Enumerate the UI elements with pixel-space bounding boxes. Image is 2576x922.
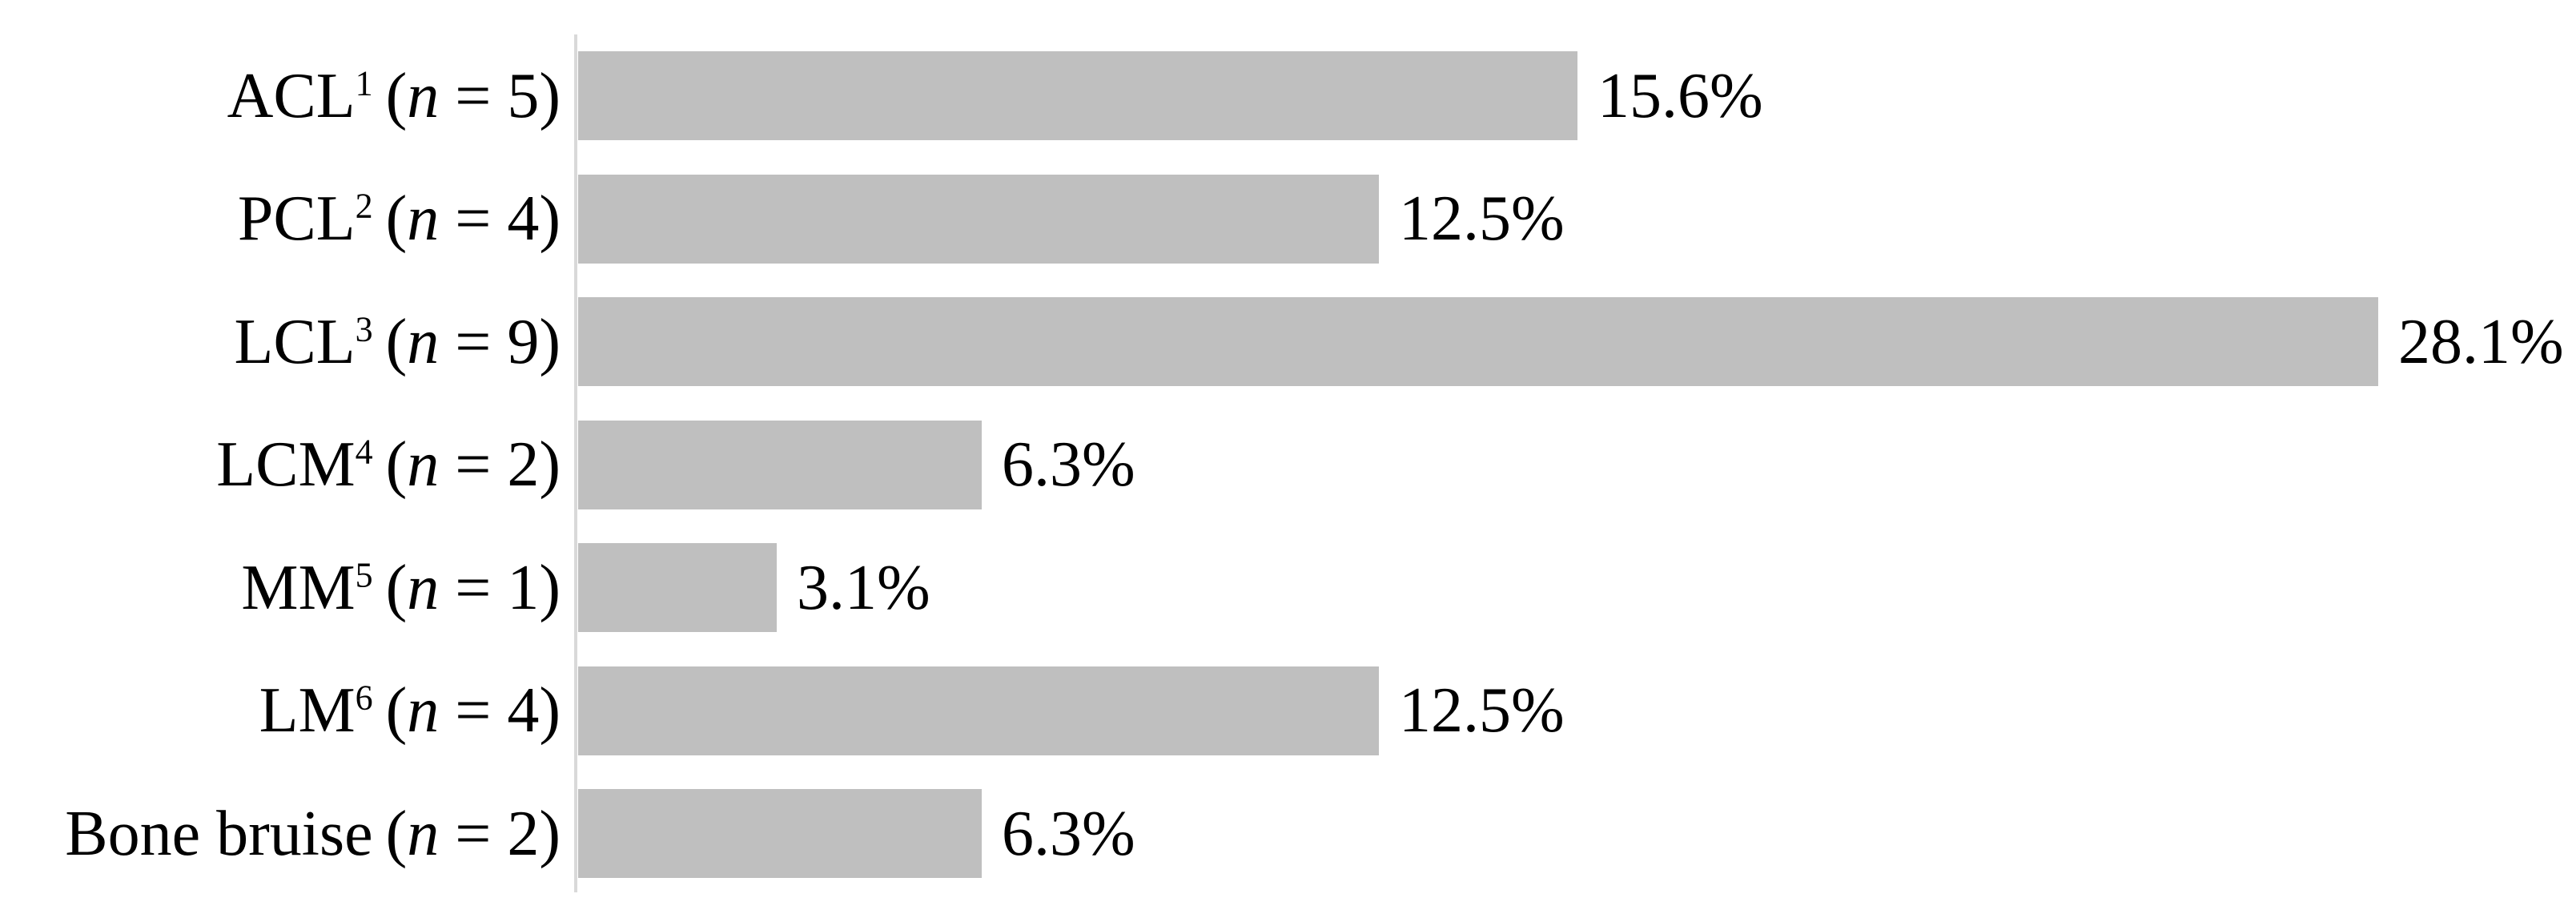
category-n-close: = 1) — [439, 552, 561, 623]
chart-row: MM5 (n = 1) 3.1% — [0, 526, 2576, 650]
bar-area: 15.6% — [578, 34, 2576, 158]
bar-area: 12.5% — [578, 650, 2576, 773]
bar — [578, 666, 1379, 755]
category-superscript: 3 — [355, 309, 373, 349]
value-label: 3.1% — [797, 552, 930, 623]
category-n-open: ( — [372, 60, 408, 131]
value-label: 12.5% — [1399, 183, 1565, 255]
category-n-variable: n — [407, 429, 440, 501]
category-name: LCM — [216, 429, 356, 501]
category-name: ACL — [227, 60, 356, 131]
category-n-close: = 2) — [439, 429, 561, 501]
category-n-variable: n — [407, 306, 440, 377]
chart-row: Bone bruise (n = 2) 6.3% — [0, 772, 2576, 896]
category-n-open: ( — [372, 798, 408, 869]
bar-area: 28.1% — [578, 280, 2576, 404]
chart-row: LM6 (n = 4) 12.5% — [0, 650, 2576, 773]
category-n-open: ( — [372, 183, 408, 255]
bar — [578, 297, 2378, 387]
y-axis-line — [574, 34, 577, 892]
category-label: LCL3 (n = 9) — [0, 310, 561, 374]
category-name: LM — [259, 675, 356, 747]
category-n-variable: n — [407, 60, 440, 131]
category-name: PCL — [237, 183, 356, 255]
category-n-open: ( — [372, 552, 408, 623]
category-n-open: ( — [372, 429, 408, 501]
category-n-variable: n — [407, 552, 440, 623]
category-n-open: ( — [372, 306, 408, 377]
category-n-close: = 2) — [439, 798, 561, 869]
category-n-close: = 4) — [439, 183, 561, 255]
category-n-variable: n — [407, 183, 440, 255]
category-label: MM5 (n = 1) — [0, 556, 561, 620]
chart-rows: ACL1 (n = 5) 15.6% PCL2 (n = 4) 12.5% LCL3 (… — [0, 34, 2576, 896]
category-n-variable: n — [407, 798, 440, 869]
chart-row: LCM4 (n = 2) 6.3% — [0, 404, 2576, 527]
category-label: LM6 (n = 4) — [0, 678, 561, 743]
value-label: 15.6% — [1597, 60, 1763, 131]
value-label: 6.3% — [1002, 798, 1135, 869]
chart-row: PCL2 (n = 4) 12.5% — [0, 158, 2576, 281]
category-label: PCL2 (n = 4) — [0, 187, 561, 251]
category-label: ACL1 (n = 5) — [0, 64, 561, 128]
value-label: 28.1% — [2398, 306, 2564, 377]
category-name: MM — [241, 552, 356, 623]
category-name: LCL — [234, 306, 356, 377]
category-label: Bone bruise (n = 2) — [0, 802, 561, 866]
category-n-open: ( — [372, 675, 408, 747]
bar — [578, 789, 982, 879]
category-label: LCM4 (n = 2) — [0, 433, 561, 497]
bar — [578, 543, 777, 633]
value-label: 6.3% — [1002, 429, 1135, 501]
category-n-close: = 4) — [439, 675, 561, 747]
category-superscript: 4 — [355, 432, 373, 472]
bar-area: 6.3% — [578, 404, 2576, 527]
category-superscript: 6 — [355, 678, 373, 718]
bar — [578, 420, 982, 509]
value-label: 12.5% — [1399, 675, 1565, 747]
category-n-close: = 9) — [439, 306, 561, 377]
bar — [578, 174, 1379, 264]
category-superscript: 5 — [355, 555, 373, 595]
chart-row: LCL3 (n = 9) 28.1% — [0, 280, 2576, 404]
chart-row: ACL1 (n = 5) 15.6% — [0, 34, 2576, 158]
bar-area: 3.1% — [578, 526, 2576, 650]
category-n-close: = 5) — [439, 60, 561, 131]
category-name: Bone bruise — [65, 798, 373, 869]
bar-area: 12.5% — [578, 158, 2576, 281]
bar — [578, 51, 1577, 141]
category-n-variable: n — [407, 675, 440, 747]
bar-area: 6.3% — [578, 772, 2576, 896]
category-superscript: 2 — [355, 186, 373, 226]
category-superscript: 1 — [355, 63, 373, 103]
